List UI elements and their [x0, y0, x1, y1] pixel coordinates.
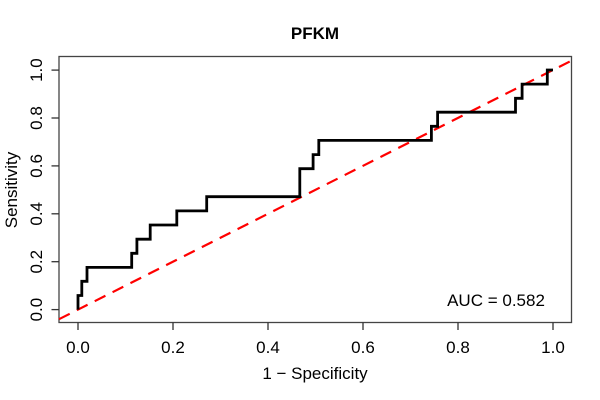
y-tick-label: 0.4 [27, 202, 46, 226]
y-axis-ticks [51, 69, 59, 311]
x-tick-label: 0.8 [446, 338, 470, 357]
chart-title: PFKM [291, 24, 339, 43]
y-tick-label: 1.0 [27, 58, 46, 82]
y-tick-label: 0.6 [27, 154, 46, 178]
y-axis-title: Sensitivity [2, 151, 21, 228]
y-tick-label: 0.0 [27, 298, 46, 322]
plot-box [58, 55, 573, 324]
y-tick-label: 0.2 [27, 250, 46, 274]
roc-curve [76, 68, 553, 310]
x-tick-label: 0.6 [351, 338, 375, 357]
y-tick-label: 0.8 [27, 106, 46, 130]
x-tick-label: 0.2 [161, 338, 185, 357]
x-tick-label: 0.4 [256, 338, 280, 357]
chance-line [58, 59, 573, 321]
x-tick-label: 0.0 [66, 338, 90, 357]
x-tick-label: 1.0 [541, 338, 565, 357]
x-axis-ticks [77, 322, 554, 330]
auc-annotation: AUC = 0.582 [447, 291, 545, 310]
x-axis-title: 1 − Specificity [262, 364, 368, 383]
